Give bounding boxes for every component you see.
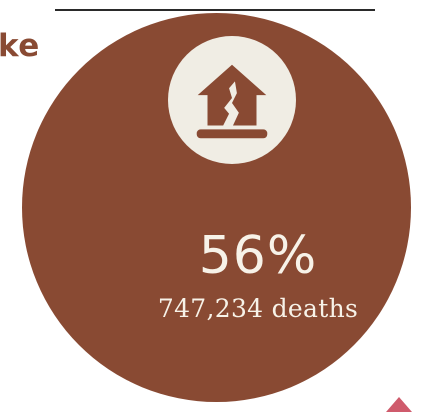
heading-fragment: ke <box>0 28 40 64</box>
icon-badge <box>168 36 296 164</box>
deaths-count: 747,234 deaths <box>157 294 359 323</box>
percentage-value: 56% <box>198 226 318 286</box>
top-divider <box>55 9 375 11</box>
corner-accent-mark <box>386 397 412 412</box>
earthquake-house-icon <box>196 64 268 139</box>
